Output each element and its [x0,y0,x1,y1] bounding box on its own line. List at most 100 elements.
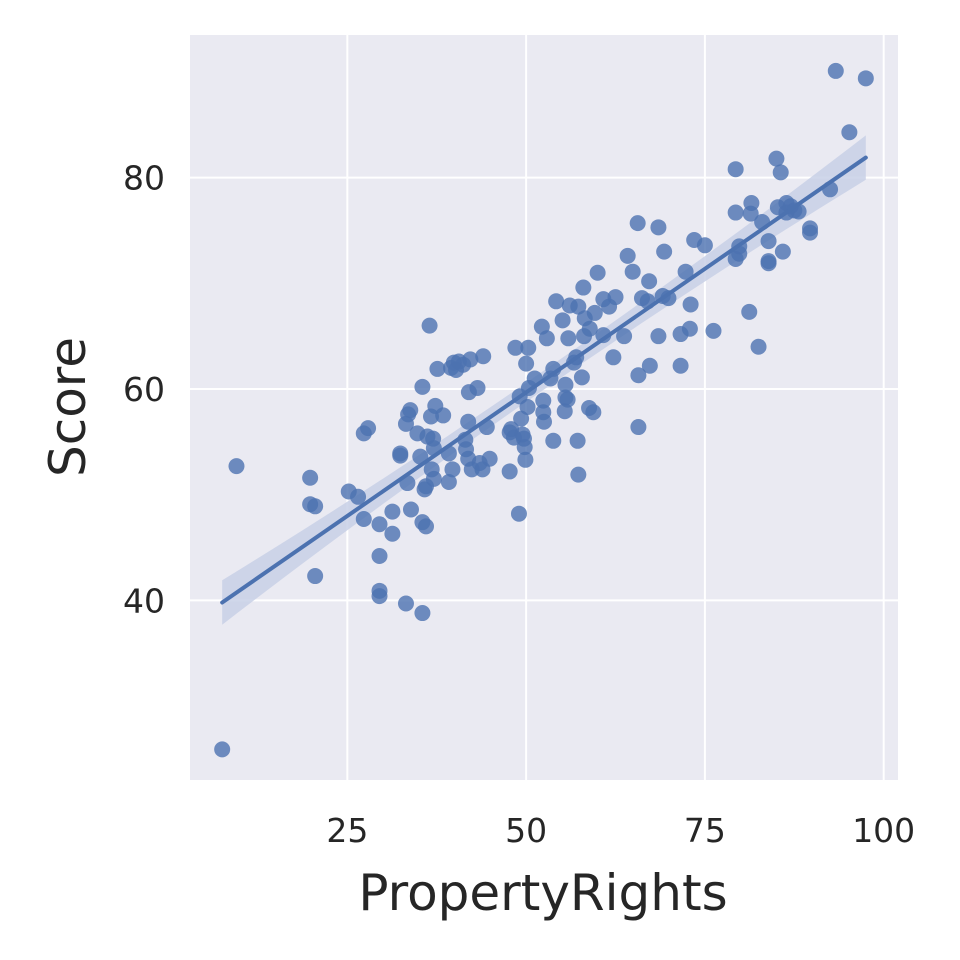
data-point [774,243,791,260]
data-point [444,461,461,478]
x-tick-labels: 25 50 75 100 [326,811,915,850]
data-point [435,407,452,424]
data-point [384,525,401,542]
data-point [402,501,419,518]
data-point [802,220,819,237]
data-point [440,474,457,490]
data-point [629,215,646,232]
data-point [760,233,777,250]
x-tick-label: 25 [326,811,368,850]
data-point [350,488,367,505]
data-point [705,322,722,339]
data-point [548,293,565,310]
data-point [827,62,844,79]
data-point [581,320,598,337]
data-point [425,470,442,487]
y-tick-label: 60 [123,370,165,409]
y-axis-label: Score [39,337,97,477]
regression-line-group [220,155,868,605]
data-point [418,518,434,535]
data-point [619,247,636,264]
data-point [743,195,760,212]
data-point [681,320,698,337]
data-point [538,330,555,347]
data-point [560,330,577,347]
data-point [630,419,647,436]
data-point [371,588,388,605]
data-point [228,458,245,475]
data-point [214,741,231,758]
data-point [384,503,401,520]
data-point [660,290,677,307]
data-point [421,317,438,334]
data-point [535,392,552,409]
data-point [696,237,713,254]
data-point [392,447,409,464]
data-point [760,255,777,272]
data-point [355,510,372,527]
data-point [469,379,486,396]
regression-line [220,155,868,605]
y-tick-label: 40 [123,581,165,620]
x-axis-label: PropertyRights [358,864,727,922]
data-point [397,595,414,612]
data-point [402,402,419,419]
data-point [557,376,574,393]
data-point [307,568,324,585]
data-point [371,547,388,564]
data-point [575,279,592,296]
data-point [307,498,324,515]
data-point [554,312,571,329]
data-point [616,328,633,345]
x-tick-label: 50 [505,811,547,850]
data-point [672,357,689,374]
data-point [857,70,874,87]
x-tick-label: 75 [684,811,726,850]
data-point [750,338,767,355]
data-points [214,62,874,758]
data-point [570,466,587,483]
data-point [518,355,535,372]
data-point [414,378,431,395]
data-point [630,367,647,384]
data-point [841,124,858,141]
data-point [559,391,576,408]
data-point [641,357,658,374]
data-point [302,469,319,486]
data-point [595,327,612,344]
data-point [573,369,590,386]
data-point [741,303,758,320]
data-point [475,348,492,365]
data-point [460,413,477,430]
data-point [545,432,562,449]
data-point [517,451,534,468]
data-point [516,439,533,456]
data-point [520,339,537,356]
data-point [650,328,667,345]
data-point [507,339,524,356]
data-point [650,219,667,236]
data-point [586,304,603,321]
data-point [677,263,694,280]
data-point [462,351,479,368]
data-point [727,161,744,178]
data-point [656,243,673,260]
data-point [513,410,530,427]
data-point [510,505,527,522]
data-point [569,432,586,449]
data-point [607,289,624,306]
y-tick-label: 80 [123,159,165,198]
data-point [414,605,431,622]
data-point [589,264,606,281]
data-point [519,398,536,415]
data-point [501,463,518,480]
x-tick-label: 100 [852,811,915,850]
data-point [641,273,658,290]
data-point [481,450,498,467]
data-point [360,420,377,437]
data-point [768,150,785,167]
data-point [624,263,641,280]
data-point [585,404,602,421]
y-tick-labels: 40 60 80 [123,159,165,621]
